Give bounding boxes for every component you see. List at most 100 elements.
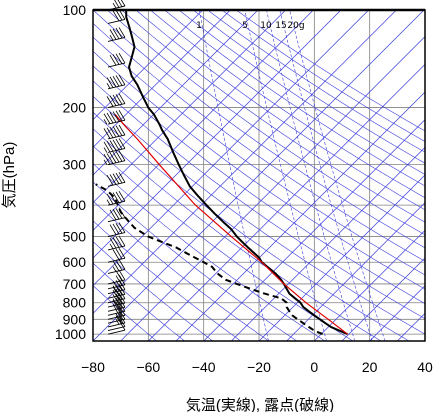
dry-adiabat bbox=[93, 111, 410, 341]
wind-barb bbox=[107, 308, 126, 324]
wind-barb-staff bbox=[107, 310, 126, 316]
wind-barb-flag bbox=[115, 27, 123, 39]
wind-barb-flag bbox=[103, 128, 111, 139]
mixing-ratio-labels: 1 5 10 15 20g bbox=[196, 21, 304, 31]
dewpoint-line bbox=[95, 183, 323, 336]
wind-barb-flag bbox=[112, 126, 120, 137]
wind-barb-staff bbox=[107, 257, 126, 263]
wind-barb bbox=[107, 222, 126, 237]
dry-adiabat bbox=[93, 241, 213, 341]
mixing-ratio-label: 1 bbox=[196, 21, 202, 31]
wind-barb-flag bbox=[106, 96, 114, 107]
background-lines bbox=[93, 10, 425, 341]
wind-barb-flag bbox=[115, 315, 120, 321]
wind-barb-flag bbox=[112, 249, 120, 260]
wind-barb-flag bbox=[106, 174, 114, 186]
wind-barb-flag bbox=[109, 54, 117, 66]
dry-adiabat bbox=[93, 80, 425, 319]
wind-barb bbox=[106, 190, 126, 206]
wind-barb-flag bbox=[112, 28, 120, 40]
wind-barb-flag bbox=[112, 192, 120, 203]
wind-barb bbox=[103, 150, 126, 166]
wind-barb-staff bbox=[107, 217, 126, 223]
wind-barb-flag bbox=[118, 259, 126, 270]
series-lines bbox=[95, 10, 348, 336]
dry-adiabat bbox=[107, 10, 425, 236]
wind-barb-flag bbox=[115, 94, 123, 105]
isotherm-line bbox=[93, 10, 342, 259]
wind-barb-flag bbox=[106, 153, 114, 164]
wind-barb-staff bbox=[107, 269, 126, 274]
wind-barb-flag bbox=[112, 151, 120, 163]
wind-barb-flag bbox=[115, 191, 123, 203]
dry-adiabat bbox=[93, 220, 241, 341]
wind-barb-flag bbox=[118, 319, 126, 331]
wind-barb bbox=[107, 301, 126, 316]
wind-barb bbox=[107, 305, 126, 320]
wind-barb bbox=[107, 292, 126, 308]
wind-barb bbox=[106, 172, 126, 187]
dry-adiabat bbox=[93, 285, 157, 341]
wind-barb-flag bbox=[118, 316, 126, 327]
dry-adiabat bbox=[93, 22, 425, 262]
isotherm-line bbox=[93, 10, 259, 176]
wind-barb-flag bbox=[115, 301, 123, 313]
wind-barb-staff bbox=[107, 147, 126, 153]
wind-barb-flag bbox=[109, 174, 117, 185]
wind-barb-flag bbox=[112, 94, 120, 106]
wind-barb bbox=[107, 248, 126, 263]
wind-barb-flag bbox=[109, 35, 114, 41]
wind-barb-staff bbox=[107, 284, 126, 290]
wind-barb-staff bbox=[107, 322, 126, 328]
wind-barb-flag bbox=[109, 152, 117, 163]
y-tick-label: 300 bbox=[63, 157, 87, 173]
isotherm-line bbox=[286, 202, 425, 341]
wind-barb-staff bbox=[107, 306, 126, 312]
wind-barb-staff bbox=[107, 18, 126, 24]
x-tick-label: 20 bbox=[362, 359, 378, 375]
wind-barb-flag bbox=[118, 93, 126, 104]
isotherm-line bbox=[93, 10, 425, 341]
wind-barb-flag bbox=[103, 141, 111, 153]
mixing-ratio-label: 20g bbox=[287, 21, 304, 31]
wind-barb-flag bbox=[103, 153, 111, 165]
wind-barb bbox=[107, 316, 126, 332]
y-tick-label: 400 bbox=[63, 197, 87, 213]
isotherm-line bbox=[93, 10, 231, 148]
wind-barb bbox=[107, 319, 126, 335]
isotherm-line bbox=[148, 63, 425, 341]
isotherm-line bbox=[93, 10, 314, 231]
wind-barb-staff bbox=[107, 103, 126, 109]
wind-barb-flag bbox=[109, 95, 117, 106]
isotherm-line bbox=[93, 10, 286, 204]
wind-barb bbox=[107, 27, 126, 42]
wind-barb-flag bbox=[109, 29, 117, 40]
dry-adiabat bbox=[121, 10, 425, 223]
wind-barb-flag bbox=[115, 313, 123, 324]
x-tick-label: −20 bbox=[247, 359, 271, 375]
wind-barb bbox=[106, 74, 126, 90]
y-tick-label: 200 bbox=[63, 100, 87, 116]
wind-barb-flag bbox=[115, 172, 123, 184]
wind-barb-flag bbox=[112, 139, 120, 151]
wind-barb-flag bbox=[118, 190, 126, 202]
wind-barb bbox=[107, 269, 126, 285]
wind-barb-staff bbox=[107, 200, 126, 206]
wind-barb-flag bbox=[112, 208, 120, 220]
wind-barb-staff bbox=[107, 232, 126, 237]
wind-barb-flag bbox=[103, 159, 108, 166]
isotherm-line bbox=[93, 10, 369, 287]
dry-adiabat bbox=[93, 50, 425, 290]
isotherm-line bbox=[175, 91, 425, 341]
wind-barb-flag bbox=[115, 125, 123, 136]
dry-adiabat bbox=[93, 95, 425, 335]
wind-barb-flag bbox=[118, 74, 126, 85]
wind-barb-flag bbox=[114, 0, 120, 8]
wind-barb-flag bbox=[115, 236, 123, 247]
x-tick-label: 40 bbox=[417, 359, 433, 375]
wind-barb-staff bbox=[107, 279, 126, 285]
wind-barb-flag bbox=[112, 266, 117, 272]
wind-barb-flag bbox=[112, 223, 120, 235]
x-tick-labels: −80 −60 −40 −20 0 20 40 bbox=[81, 359, 433, 375]
